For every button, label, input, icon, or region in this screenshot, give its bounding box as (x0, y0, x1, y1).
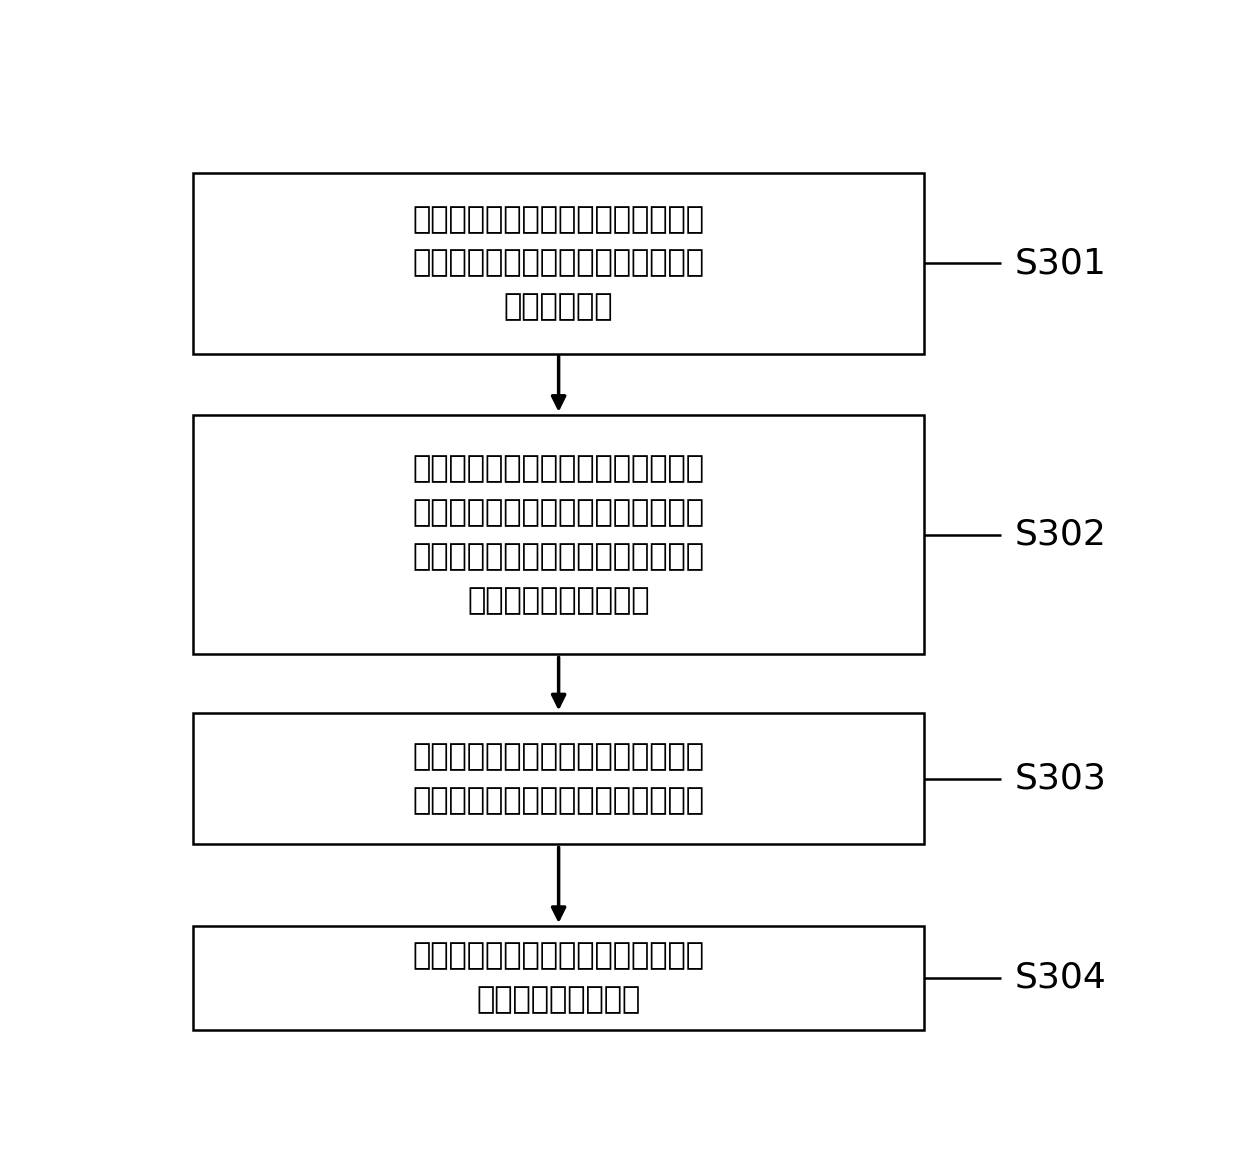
Text: 获取该六个邻小区的的路径损耗准则
值和信道质量准则值: 获取该六个邻小区的的路径损耗准则 值和信道质量准则值 (413, 941, 704, 1014)
Text: 根据所述服务小区的系统消息获取该
服务小区的邻小区的频点信息，并生
成邻小区列表: 根据所述服务小区的系统消息获取该 服务小区的邻小区的频点信息，并生 成邻小区列表 (413, 204, 704, 322)
Text: S302: S302 (1016, 517, 1107, 551)
Bar (193, 173, 924, 354)
Text: 对所述邻小区列表的频点信息，同步
并进行信号电平测量获取频点电平值
，过滤同步成功的频点信息，同时将
频点电平值按降序排列: 对所述邻小区列表的频点信息，同步 并进行信号电平测量获取频点电平值 ，过滤同步成… (413, 455, 704, 615)
Text: S301: S301 (1016, 246, 1107, 280)
Bar (193, 926, 924, 1030)
Text: 选取频点电平值最高的六个已同步的
频点，获取该六个邻小区的系统消息: 选取频点电平值最高的六个已同步的 频点，获取该六个邻小区的系统消息 (413, 743, 704, 815)
Text: S303: S303 (1016, 761, 1107, 795)
Text: S304: S304 (1016, 961, 1107, 995)
Bar (193, 713, 924, 845)
Bar (193, 415, 924, 654)
